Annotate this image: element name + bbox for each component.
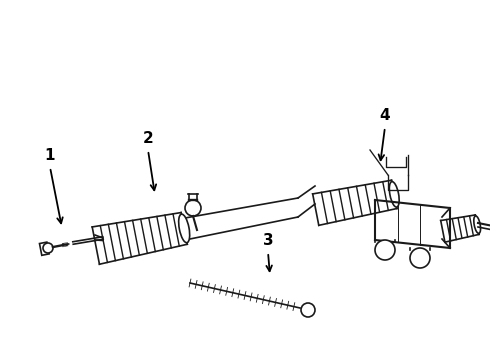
Text: 3: 3	[263, 233, 273, 248]
Ellipse shape	[474, 216, 481, 233]
Ellipse shape	[390, 181, 399, 207]
Circle shape	[43, 243, 53, 253]
Circle shape	[410, 248, 430, 268]
Ellipse shape	[179, 214, 190, 243]
Circle shape	[301, 303, 315, 317]
Polygon shape	[40, 242, 49, 255]
Circle shape	[375, 240, 395, 260]
Text: 4: 4	[380, 108, 391, 122]
Circle shape	[185, 200, 201, 216]
Text: 2: 2	[143, 131, 153, 145]
Text: 1: 1	[45, 148, 55, 162]
